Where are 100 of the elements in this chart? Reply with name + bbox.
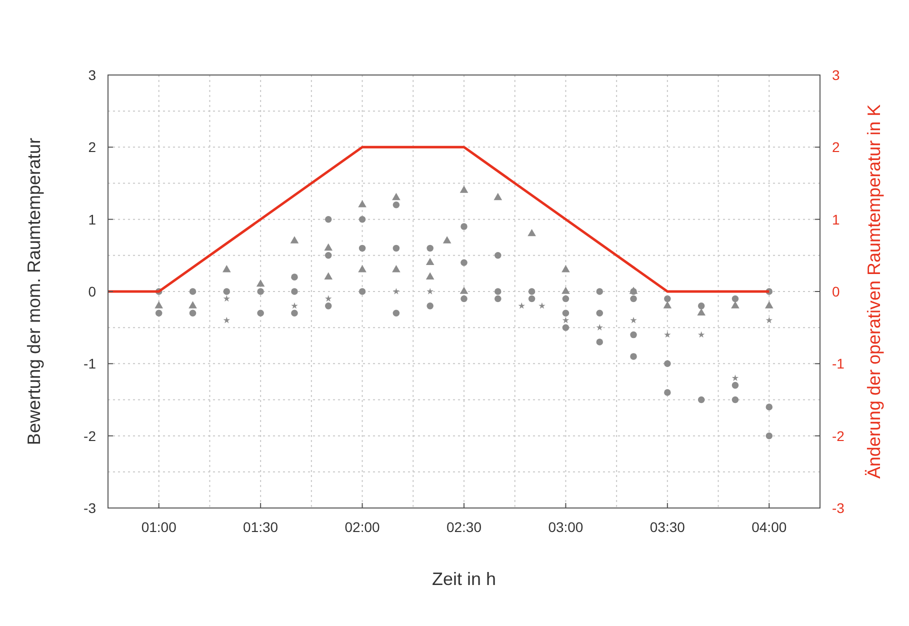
y2-axis-title: Änderung der operativen Raumtemperatur in K <box>864 104 884 479</box>
point <box>358 200 366 208</box>
point <box>562 265 570 272</box>
x-tick-label: 02:00 <box>344 519 380 535</box>
y-tick-label: 0 <box>88 284 96 300</box>
point <box>290 236 299 244</box>
point <box>358 265 366 272</box>
point <box>528 288 536 295</box>
point <box>731 301 740 308</box>
point <box>562 286 570 294</box>
point <box>392 310 400 317</box>
point <box>460 295 468 302</box>
point <box>392 202 400 208</box>
y-tick-label: -2 <box>84 428 96 444</box>
y2-tick-label: 1 <box>832 211 840 228</box>
point <box>222 265 231 272</box>
point <box>562 295 570 302</box>
point <box>766 316 772 324</box>
point <box>664 360 671 368</box>
point <box>426 288 434 294</box>
point <box>325 295 332 302</box>
point <box>596 324 603 330</box>
y2-tick-label: 3 <box>832 67 840 83</box>
point <box>562 316 570 324</box>
point <box>324 272 333 280</box>
point <box>562 310 570 317</box>
point <box>596 310 604 317</box>
point <box>766 404 773 410</box>
point <box>460 259 468 266</box>
point <box>358 244 366 252</box>
point <box>664 331 671 338</box>
y2-tick-label: -1 <box>832 356 845 372</box>
point <box>223 295 230 302</box>
point <box>324 252 332 259</box>
point <box>562 324 570 331</box>
point <box>663 301 672 308</box>
point <box>732 295 739 302</box>
point <box>596 288 604 295</box>
point <box>494 192 502 200</box>
y-tick-label: 3 <box>88 67 96 83</box>
point <box>528 228 536 236</box>
point <box>460 186 468 193</box>
point <box>358 288 366 295</box>
point <box>324 302 332 310</box>
point <box>764 301 774 308</box>
point <box>630 295 637 302</box>
point <box>460 286 468 294</box>
y-tick-label: 1 <box>88 211 96 228</box>
point <box>223 316 230 324</box>
point <box>538 302 546 309</box>
point <box>732 396 739 404</box>
point <box>426 244 434 252</box>
point <box>698 302 705 310</box>
point <box>732 382 739 389</box>
point <box>257 310 264 317</box>
point <box>766 432 773 440</box>
point <box>664 295 671 302</box>
point <box>494 295 502 302</box>
point <box>392 265 400 272</box>
point <box>630 316 637 324</box>
point <box>426 302 434 310</box>
y-tick-label: 2 <box>88 139 96 156</box>
point <box>256 279 265 287</box>
x-tick-label: 01:00 <box>141 519 177 535</box>
point <box>426 272 434 280</box>
x-tick-label: 02:30 <box>446 519 482 535</box>
point <box>460 223 468 230</box>
point <box>528 295 536 302</box>
point <box>257 288 264 295</box>
point <box>155 310 162 317</box>
point <box>188 301 197 308</box>
point <box>189 310 196 317</box>
point <box>630 331 637 338</box>
y-tick-label: -3 <box>84 500 96 516</box>
point <box>494 252 502 259</box>
y2-tick-label: 0 <box>832 284 840 300</box>
point <box>392 192 400 200</box>
point <box>358 216 366 223</box>
point <box>630 353 637 360</box>
point <box>392 288 400 294</box>
y2-tick-label: 2 <box>832 139 840 156</box>
point <box>291 302 298 309</box>
point <box>442 236 452 244</box>
y2-tick-label: -3 <box>832 500 845 516</box>
point <box>392 244 400 252</box>
point <box>697 308 706 316</box>
point <box>698 396 705 404</box>
point <box>291 288 298 295</box>
y2-tick-label: -2 <box>832 428 845 444</box>
y-tick-label: -1 <box>84 356 96 372</box>
x-tick-label: 04:00 <box>752 519 787 535</box>
x-axis-title: Zeit in h <box>432 569 496 589</box>
point <box>518 302 525 309</box>
point <box>596 338 604 346</box>
point <box>324 216 332 223</box>
point <box>324 243 333 251</box>
point <box>494 288 502 295</box>
point <box>154 301 164 308</box>
point <box>223 288 230 295</box>
x-tick-label: 01:30 <box>243 519 278 535</box>
